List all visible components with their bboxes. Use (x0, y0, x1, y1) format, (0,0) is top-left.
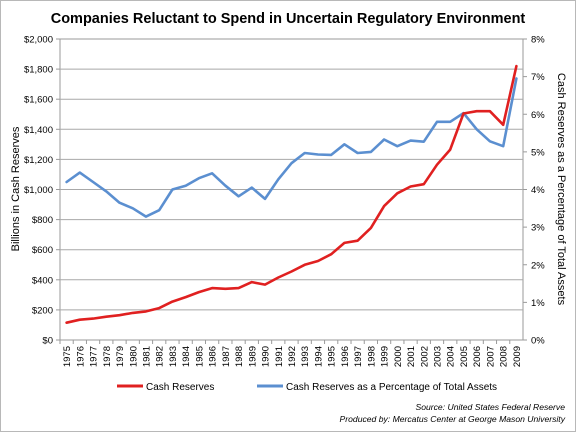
y2-tick-label: 0% (531, 336, 545, 347)
x-tick-label: 1993 (300, 346, 311, 367)
gridlines (60, 68, 523, 311)
y2-axis-ticks: 0% 1% 2% 3% 4% 5% 6% 7% 8% (523, 35, 545, 347)
x-tick-label: 2002 (419, 346, 430, 367)
y2-tick-label: 4% (531, 185, 545, 196)
x-tick-label: 2004 (446, 346, 457, 367)
x-tick-label: 1982 (155, 346, 166, 367)
x-tick-label: 1985 (194, 346, 205, 367)
x-tick-label: 2003 (433, 346, 444, 367)
y-tick-label: $2,000 (24, 35, 53, 46)
y-axis-label: Billions in Cash Reserves (10, 126, 22, 251)
x-tick-label: 1978 (102, 346, 113, 367)
x-tick-label: 1992 (287, 346, 298, 367)
x-tick-label: 2006 (472, 346, 483, 367)
y2-tick-label: 2% (531, 260, 545, 271)
x-tick-label: 1991 (274, 346, 285, 367)
x-tick-label: 1990 (261, 346, 272, 367)
x-tick-label: 1996 (340, 346, 351, 367)
x-tick-label: 1999 (380, 346, 391, 367)
y2-tick-label: 7% (531, 72, 545, 83)
x-tick-label: 1979 (115, 346, 126, 367)
x-tick-label: 1998 (366, 346, 377, 367)
source-credit: Source: United States Federal Reserve (415, 402, 565, 412)
y2-tick-label: 5% (531, 147, 545, 158)
y2-tick-label: 3% (531, 223, 545, 234)
x-tick-label: 1976 (75, 346, 86, 367)
series-line-percentage (65, 77, 518, 218)
y2-tick-label: 6% (531, 110, 545, 121)
x-tick-label: 1983 (168, 346, 179, 367)
x-tick-label: 2001 (406, 346, 417, 367)
y2-tick-label: 8% (531, 35, 545, 46)
y-tick-label: $1,000 (24, 185, 53, 196)
x-tick-label: 1997 (353, 346, 364, 367)
y-tick-label: $1,800 (24, 65, 53, 76)
legend-label-cash-reserves: Cash Reserves (146, 382, 214, 393)
legend-label-percentage: Cash Reserves as a Percentage of Total A… (286, 382, 497, 393)
x-tick-label: 2005 (459, 346, 470, 367)
x-tick-label: 1981 (141, 346, 152, 367)
y2-tick-label: 1% (531, 298, 545, 309)
x-tick-label: 1975 (62, 346, 73, 367)
y-tick-label: $1,200 (24, 155, 53, 166)
x-tick-label: 1995 (327, 346, 338, 367)
x-tick-label: 1994 (313, 346, 324, 367)
y-tick-label: $400 (32, 275, 53, 286)
x-tick-label: 1986 (208, 346, 219, 367)
x-tick-label: 2007 (485, 346, 496, 367)
y-tick-label: $1,400 (24, 125, 53, 136)
x-tick-label: 1984 (181, 346, 192, 367)
y-tick-label: $200 (32, 305, 53, 316)
x-axis-ticks: 1975 1976 1977 1978 1979 1980 1981 1982 1983 1984… (59, 340, 523, 367)
chart-title: Companies Reluctant to Spend in Uncertai… (51, 11, 526, 27)
x-tick-label: 1977 (89, 346, 100, 367)
producer-credit: Produced by: Mercatus Center at George M… (340, 414, 566, 424)
y2-axis-label: Cash Reserves as a Percentage of Total A… (555, 73, 567, 306)
x-tick-label: 1980 (128, 346, 139, 367)
y-tick-label: $0 (42, 336, 53, 347)
x-tick-label: 1988 (234, 346, 245, 367)
y-tick-label: $600 (32, 245, 53, 256)
y-tick-label: $800 (32, 215, 53, 226)
x-tick-label: 2000 (393, 346, 404, 367)
series-line-cash-reserves (65, 64, 518, 325)
x-tick-label: 1987 (221, 346, 232, 367)
series-lines (65, 64, 518, 325)
y-axis-ticks: $0 $200 $400 $600 $800 $1,000 $1,200 $1,400 $1,6… (24, 35, 60, 347)
x-tick-label: 1989 (247, 346, 258, 367)
x-tick-label: 2009 (512, 346, 523, 367)
x-tick-label: 2008 (499, 346, 510, 367)
y-tick-label: $1,600 (24, 95, 53, 106)
legend: Cash Reserves Cash Reserves as a Percent… (117, 382, 497, 393)
